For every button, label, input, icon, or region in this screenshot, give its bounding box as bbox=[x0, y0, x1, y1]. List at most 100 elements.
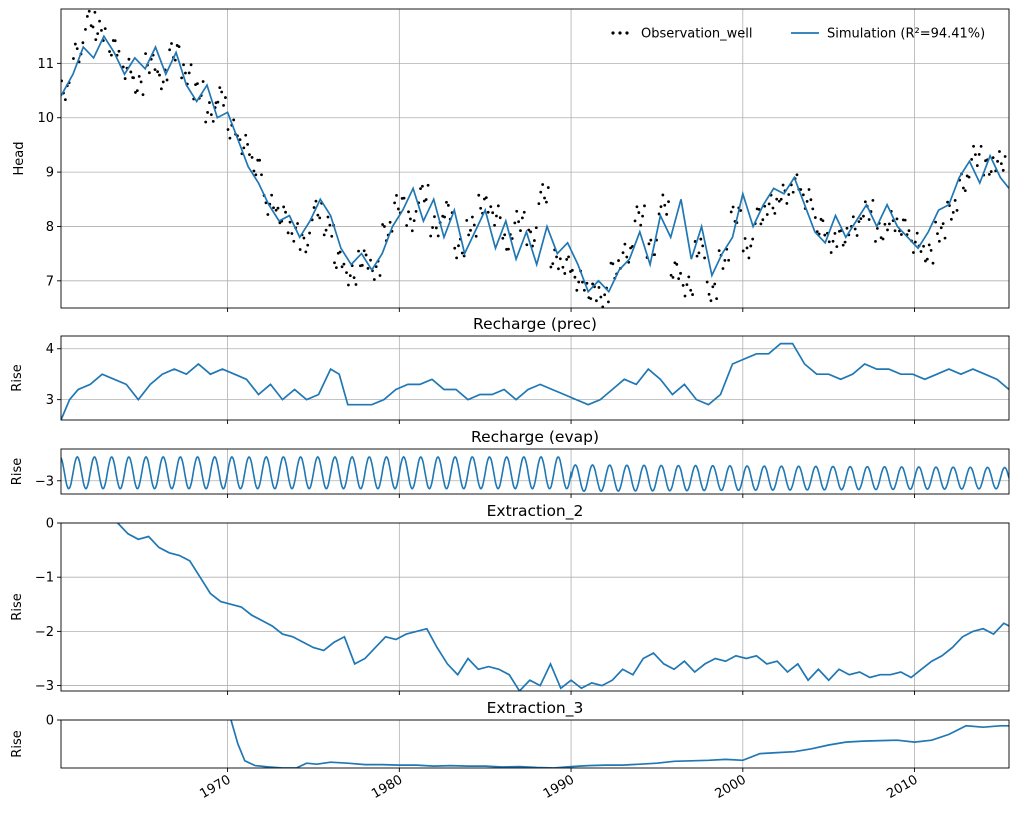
observation-point bbox=[715, 297, 719, 301]
observation-point bbox=[697, 251, 701, 255]
axes-frame bbox=[60, 335, 1010, 421]
observation-point bbox=[745, 246, 749, 250]
observation-point bbox=[81, 41, 85, 45]
observation-point bbox=[498, 216, 502, 220]
observation-point bbox=[429, 234, 433, 238]
panel-head: 7 8 9 10 11 Head Observation_well Simulation (R… bbox=[12, 8, 1010, 312]
observation-point bbox=[721, 267, 725, 270]
legend-label-observation: Observation_well bbox=[641, 27, 753, 42]
observation-point bbox=[924, 259, 927, 263]
observation-point bbox=[807, 188, 811, 191]
observation-point bbox=[1003, 155, 1007, 158]
observation-point bbox=[989, 170, 993, 173]
observation-point bbox=[617, 259, 620, 262]
observation-point bbox=[493, 223, 496, 227]
observation-point bbox=[996, 159, 999, 163]
observation-point bbox=[927, 243, 931, 247]
observation-point bbox=[244, 133, 248, 137]
observation-point bbox=[141, 93, 145, 97]
observation-point bbox=[703, 256, 706, 260]
observation-point bbox=[446, 203, 450, 207]
observation-point bbox=[555, 255, 558, 259]
observation-point bbox=[946, 200, 950, 204]
observation-point bbox=[687, 275, 691, 279]
observation-point bbox=[532, 239, 536, 242]
observation-point bbox=[61, 79, 64, 83]
observation-point bbox=[100, 28, 103, 32]
y-tick-label: 3 bbox=[46, 393, 54, 408]
observation-point bbox=[611, 262, 615, 266]
observation-point bbox=[507, 247, 510, 251]
observation-point bbox=[931, 261, 935, 265]
observation-point bbox=[886, 228, 889, 232]
observation-point bbox=[759, 222, 763, 226]
observation-point bbox=[525, 243, 529, 247]
observation-point bbox=[187, 71, 191, 75]
observation-point bbox=[900, 233, 903, 236]
observation-point bbox=[771, 206, 775, 210]
observation-point bbox=[232, 118, 236, 122]
observation-point bbox=[491, 211, 495, 215]
observation-point bbox=[364, 253, 368, 257]
observation-point bbox=[871, 198, 875, 202]
observation-point bbox=[955, 209, 959, 212]
observation-point bbox=[246, 142, 249, 146]
observation-point bbox=[338, 250, 342, 254]
observation-point bbox=[673, 261, 677, 265]
observation-point bbox=[747, 256, 751, 260]
observation-point bbox=[158, 73, 161, 77]
observation-point bbox=[705, 280, 709, 284]
observation-point bbox=[633, 219, 637, 223]
observation-point bbox=[791, 190, 795, 194]
observation-point bbox=[991, 156, 995, 160]
observation-point bbox=[156, 70, 160, 74]
observation-point bbox=[378, 274, 382, 277]
x-tick-label: 1970 bbox=[197, 772, 233, 802]
axes-frame bbox=[60, 719, 1010, 769]
series-line bbox=[61, 34, 1009, 294]
observation-point bbox=[286, 231, 290, 235]
observation-point bbox=[165, 78, 169, 82]
observation-point bbox=[883, 222, 887, 226]
observation-point bbox=[304, 250, 308, 254]
observation-point bbox=[625, 255, 629, 259]
observation-point bbox=[851, 215, 855, 219]
observation-point bbox=[290, 232, 294, 235]
plot-area bbox=[61, 455, 1009, 493]
observation-point bbox=[570, 268, 574, 272]
observation-point bbox=[421, 184, 424, 188]
observation-point bbox=[496, 204, 500, 208]
observation-point bbox=[218, 86, 222, 90]
observation-point bbox=[180, 76, 184, 80]
observation-point bbox=[653, 253, 657, 257]
legend-dot-marker bbox=[611, 31, 615, 35]
observation-point bbox=[527, 228, 531, 232]
observation-point bbox=[541, 183, 545, 186]
observation-point bbox=[713, 282, 717, 286]
observation-point bbox=[312, 206, 316, 209]
observation-point bbox=[907, 229, 911, 233]
observation-point bbox=[134, 91, 137, 94]
observation-point bbox=[135, 89, 139, 93]
x-tick-label: 2010 bbox=[884, 772, 920, 802]
legend-dot-marker bbox=[618, 31, 622, 35]
observation-point bbox=[773, 212, 777, 215]
observation-point bbox=[809, 198, 813, 202]
observation-point bbox=[284, 210, 287, 214]
observation-point bbox=[414, 209, 418, 213]
observation-point bbox=[929, 248, 933, 252]
observation-point bbox=[348, 274, 352, 278]
observation-point bbox=[426, 183, 430, 187]
observation-point bbox=[843, 240, 847, 244]
axes-frame bbox=[60, 522, 1010, 692]
observation-point bbox=[522, 210, 526, 214]
panel-title: Extraction_2 bbox=[487, 502, 584, 521]
observation-point bbox=[723, 258, 727, 262]
observation-point bbox=[787, 193, 791, 196]
observation-point bbox=[465, 219, 469, 222]
observation-point bbox=[543, 196, 546, 200]
observation-point bbox=[546, 186, 550, 189]
observation-point bbox=[345, 271, 348, 275]
observation-point bbox=[87, 9, 91, 13]
observation-point bbox=[811, 207, 815, 211]
